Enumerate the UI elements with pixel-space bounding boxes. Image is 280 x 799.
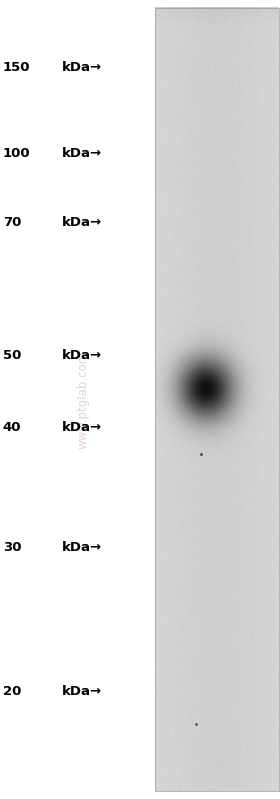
Text: 40: 40 xyxy=(3,421,21,434)
Bar xyxy=(155,8,279,791)
Text: 30: 30 xyxy=(3,541,21,554)
Text: kDa→: kDa→ xyxy=(62,349,102,362)
Text: 150: 150 xyxy=(3,62,30,74)
Text: kDa→: kDa→ xyxy=(62,421,102,434)
Text: 70: 70 xyxy=(3,216,21,229)
Text: 50: 50 xyxy=(3,349,21,362)
Text: kDa→: kDa→ xyxy=(62,147,102,160)
Text: 100: 100 xyxy=(3,147,31,160)
Text: 20: 20 xyxy=(3,685,21,698)
Text: kDa→: kDa→ xyxy=(62,62,102,74)
Text: kDa→: kDa→ xyxy=(62,216,102,229)
Text: kDa→: kDa→ xyxy=(62,541,102,554)
Text: www.ptglab.com: www.ptglab.com xyxy=(76,351,89,448)
Text: kDa→: kDa→ xyxy=(62,685,102,698)
